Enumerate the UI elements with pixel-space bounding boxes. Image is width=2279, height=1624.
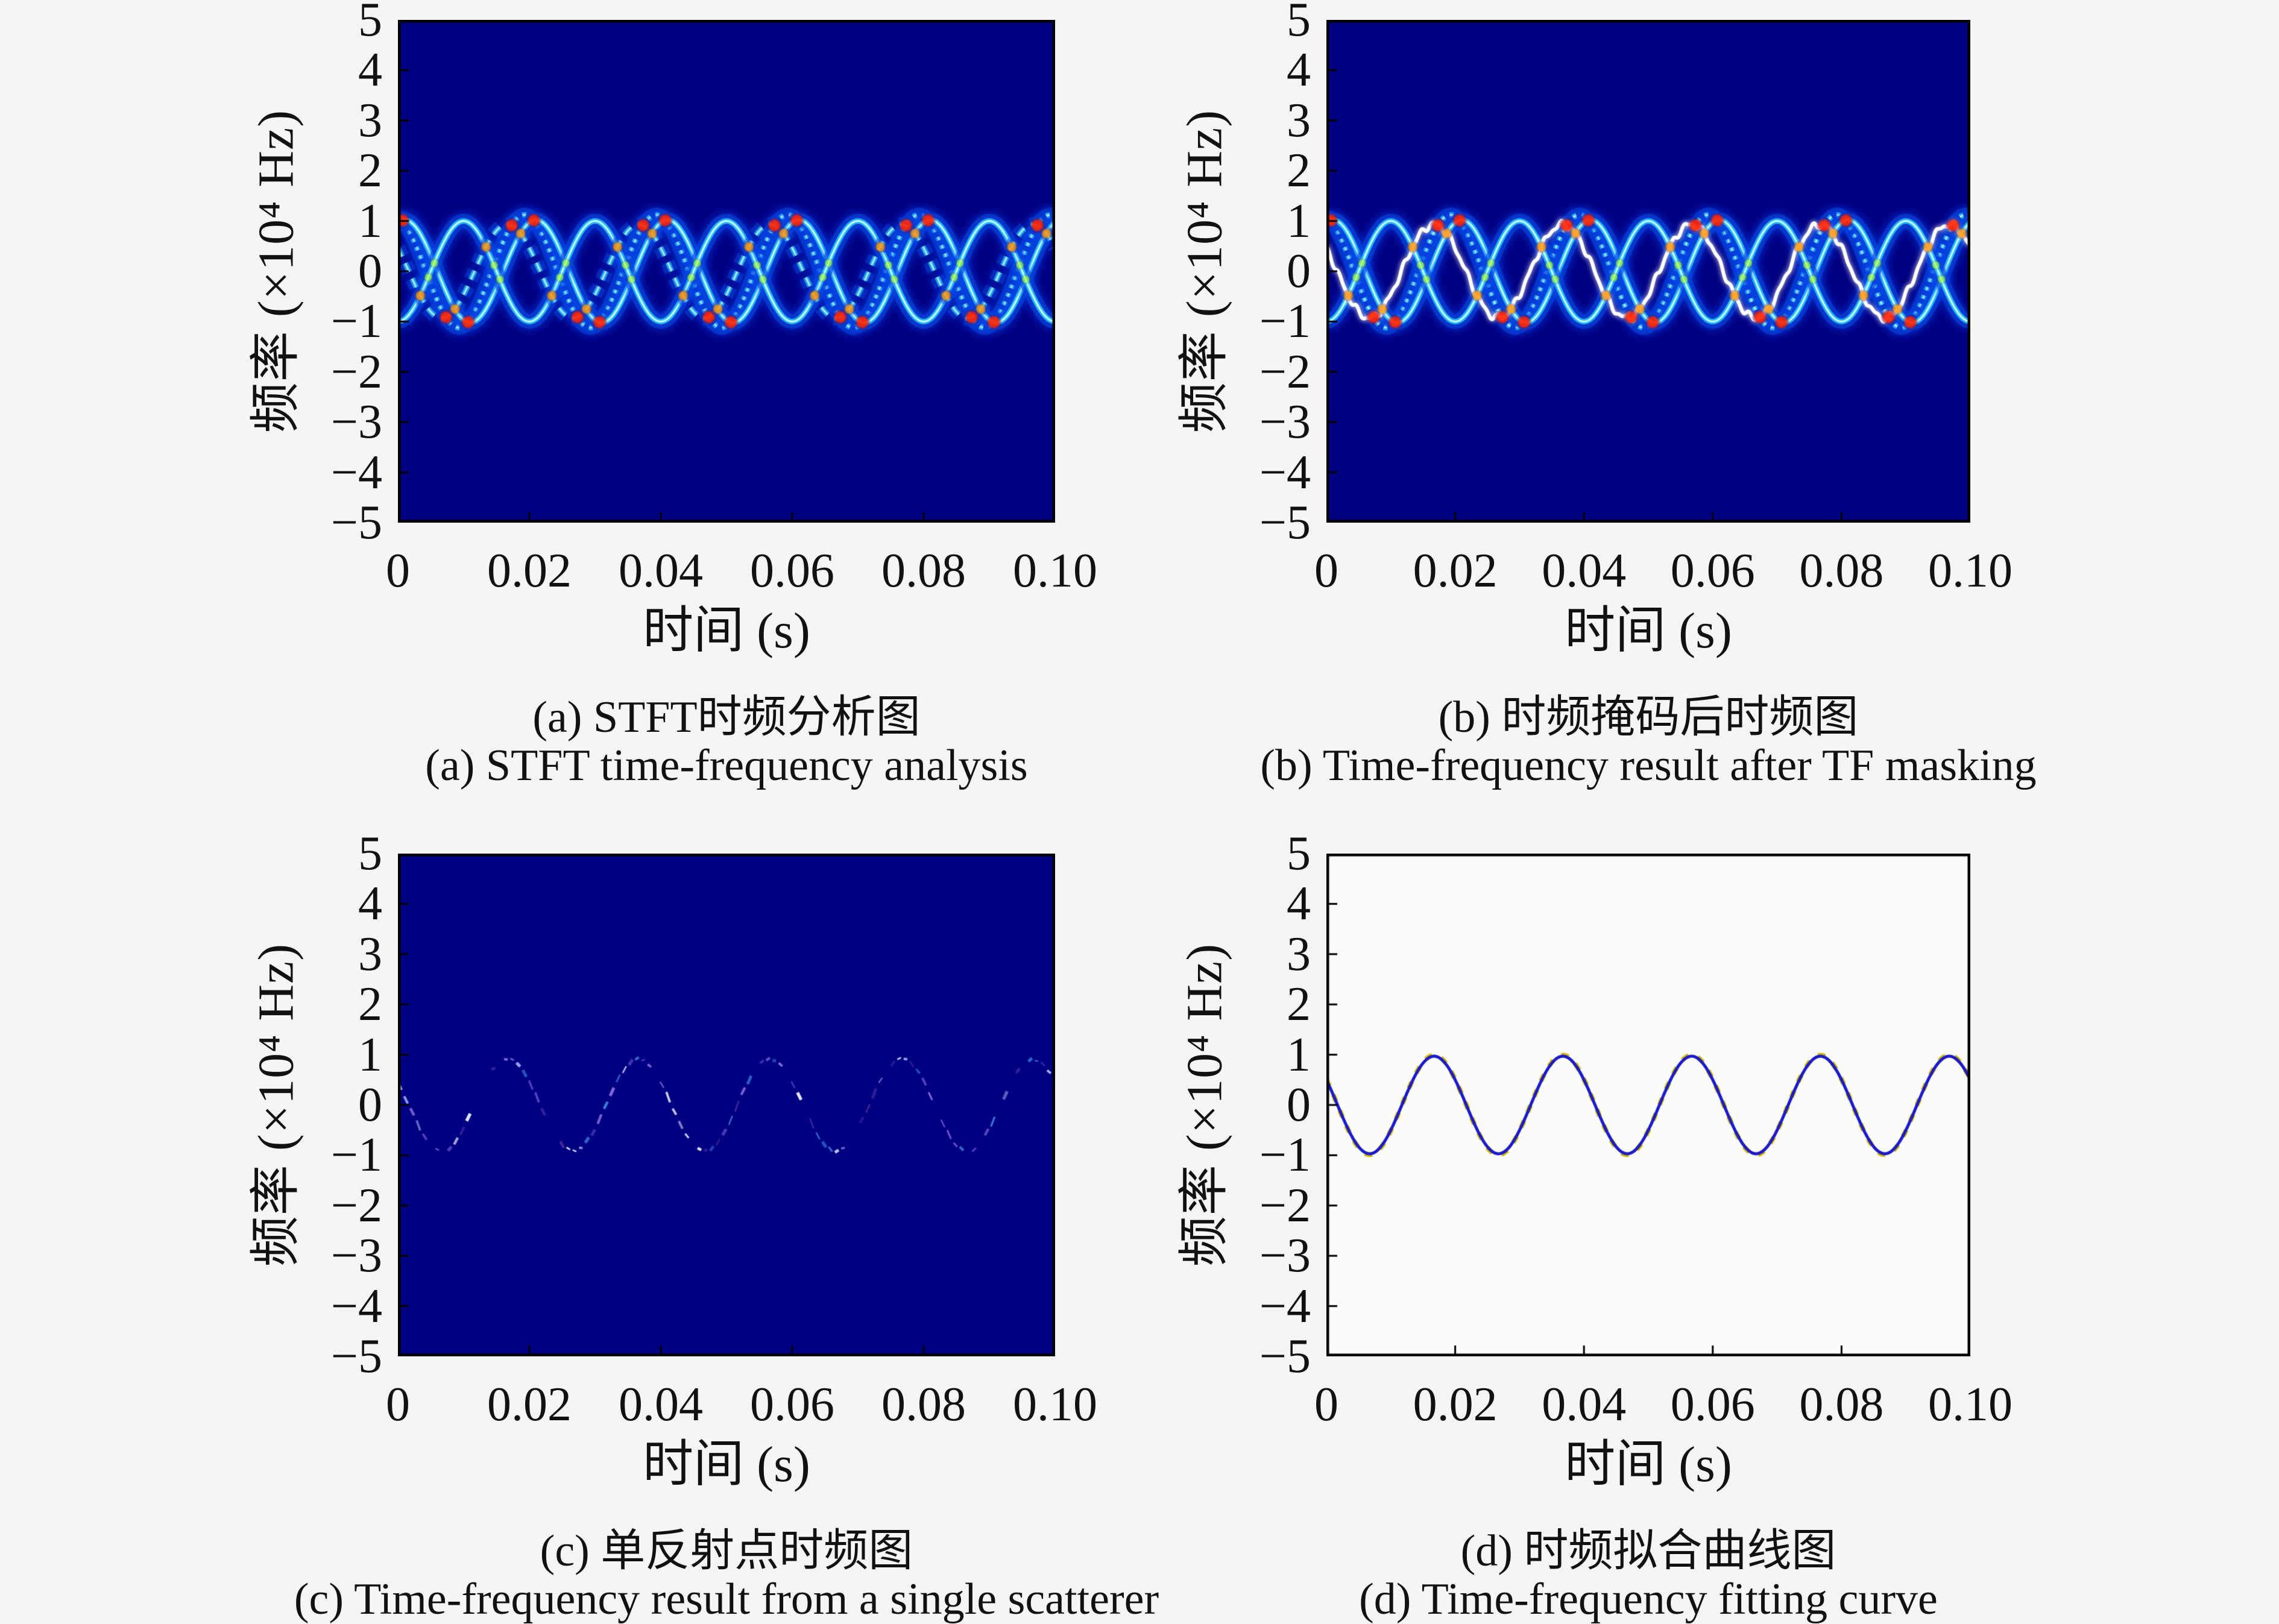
x-tick-label: 0.04: [619, 1380, 703, 1429]
y-tick-label: −1: [331, 297, 382, 345]
y-tick-label: −3: [331, 1232, 382, 1280]
x-tick-label: 0.08: [881, 1380, 966, 1429]
y-tick-label: 3: [358, 96, 382, 145]
x-tick-label: 0: [386, 1380, 410, 1429]
y-tick-label: −3: [1259, 1232, 1311, 1280]
x-tick-label: 0: [386, 547, 410, 595]
y-tick-label: 3: [1287, 930, 1311, 978]
y-tick-label: 4: [1287, 46, 1311, 94]
y-tick-label: 3: [1287, 96, 1311, 145]
y-tick-label: 5: [1287, 829, 1311, 878]
y-tick-label: −5: [1259, 1332, 1311, 1380]
x-tick-label: 0: [1314, 547, 1338, 595]
x-tick-label: 0.04: [1542, 547, 1626, 595]
spectrogram-stft-canvas: [398, 20, 1055, 523]
x-tick-label: 0.06: [750, 1380, 834, 1429]
y-tick-label: 5: [358, 829, 382, 878]
y-tick-label: −4: [1259, 1282, 1311, 1330]
caption-en: (b) Time-frequency result after TF maski…: [955, 743, 2279, 788]
y-tick-label: 5: [1287, 0, 1311, 44]
y-tick-label: 4: [1287, 880, 1311, 928]
y-tick-label: 0: [358, 1081, 382, 1129]
y-tick-label: 1: [1287, 197, 1311, 245]
panel-stft: 频率 (×10⁴ Hz) 5 4 3 2 1 0 −1 −2 −3 −4 −5 0 0.02 0.04 0…: [398, 20, 1055, 523]
x-tick-label: 0.02: [1413, 547, 1498, 595]
y-tick-label: −2: [1259, 348, 1311, 396]
x-tick-label: 0.02: [487, 1380, 572, 1429]
caption-zh: (d) 时频拟合曲线图: [955, 1529, 2279, 1573]
y-axis-label: 频率 (×10⁴ Hz): [235, 110, 308, 433]
y-tick-label: −5: [1259, 499, 1311, 547]
x-tick-label: 0.08: [1799, 1380, 1883, 1429]
y-tick-label: 1: [358, 197, 382, 245]
y-tick-label: −1: [1259, 297, 1311, 345]
y-tick-label: −4: [1259, 448, 1311, 497]
x-tick-label: 0.06: [1671, 1380, 1755, 1429]
panel-fitting-curve: 频率 (×10⁴ Hz) 5 4 3 2 1 0 −1 −2 −3 −4 −5 0 0.02 0.04 0…: [1326, 854, 1970, 1356]
y-tick-label: 1: [358, 1031, 382, 1079]
y-tick-label: 2: [1287, 980, 1311, 1028]
y-tick-label: −3: [331, 398, 382, 446]
y-tick-label: 3: [358, 930, 382, 978]
x-axis-label: 时间 (s): [1326, 1440, 1970, 1490]
x-tick-label: 0.02: [487, 547, 572, 595]
y-axis-label: 频率 (×10⁴ Hz): [1164, 110, 1237, 433]
x-tick-label: 0.04: [1542, 1380, 1626, 1429]
y-tick-label: 0: [358, 247, 382, 295]
y-tick-label: 2: [358, 980, 382, 1028]
fitting-curve-canvas: [1326, 854, 1970, 1356]
y-tick-label: −2: [1259, 1182, 1311, 1230]
x-tick-label: 0.10: [1013, 1380, 1097, 1429]
x-axis-label: 时间 (s): [398, 1440, 1055, 1490]
y-tick-label: 2: [1287, 146, 1311, 195]
y-tick-label: 0: [1287, 1081, 1311, 1129]
y-tick-label: 5: [358, 0, 382, 44]
spectrogram-masked-canvas: [1326, 20, 1970, 523]
x-tick-label: 0.06: [750, 547, 834, 595]
panel-single-scatterer: 频率 (×10⁴ Hz) 5 4 3 2 1 0 −1 −2 −3 −4 −5 0 0.02 0.04 0…: [398, 854, 1055, 1356]
y-axis-label: 频率 (×10⁴ Hz): [235, 943, 308, 1267]
x-tick-label: 0.06: [1671, 547, 1755, 595]
y-tick-label: 4: [358, 46, 382, 94]
y-tick-label: 1: [1287, 1031, 1311, 1079]
y-tick-label: −1: [1259, 1131, 1311, 1179]
x-tick-label: 0: [1314, 1380, 1338, 1429]
y-tick-label: −5: [331, 1332, 382, 1380]
y-tick-label: 4: [358, 880, 382, 928]
spectrogram-scatterer-canvas: [398, 854, 1055, 1356]
x-tick-label: 0.10: [1928, 547, 2013, 595]
y-tick-label: −4: [331, 448, 382, 497]
y-tick-label: −5: [331, 499, 382, 547]
x-tick-label: 0.10: [1928, 1380, 2013, 1429]
y-tick-label: 2: [358, 146, 382, 195]
y-tick-label: −3: [1259, 398, 1311, 446]
y-tick-label: −2: [331, 1182, 382, 1230]
y-tick-label: −4: [331, 1282, 382, 1330]
y-axis-label: 频率 (×10⁴ Hz): [1164, 943, 1237, 1267]
panel-masked: 频率 (×10⁴ Hz) 5 4 3 2 1 0 −1 −2 −3 −4 −5 0 0.02 0.04 0…: [1326, 20, 1970, 523]
y-tick-label: 0: [1287, 247, 1311, 295]
y-tick-label: −2: [331, 348, 382, 396]
x-tick-label: 0.02: [1413, 1380, 1498, 1429]
x-axis-label: 时间 (s): [398, 606, 1055, 656]
x-tick-label: 0.10: [1013, 547, 1097, 595]
caption-zh: (b) 时频掩码后时频图: [955, 695, 2279, 740]
x-tick-label: 0.08: [1799, 547, 1883, 595]
x-tick-label: 0.08: [881, 547, 966, 595]
x-axis-label: 时间 (s): [1326, 606, 1970, 656]
caption-en: (d) Time-frequency fitting curve: [955, 1577, 2279, 1622]
x-tick-label: 0.04: [619, 547, 703, 595]
y-tick-label: −1: [331, 1131, 382, 1179]
